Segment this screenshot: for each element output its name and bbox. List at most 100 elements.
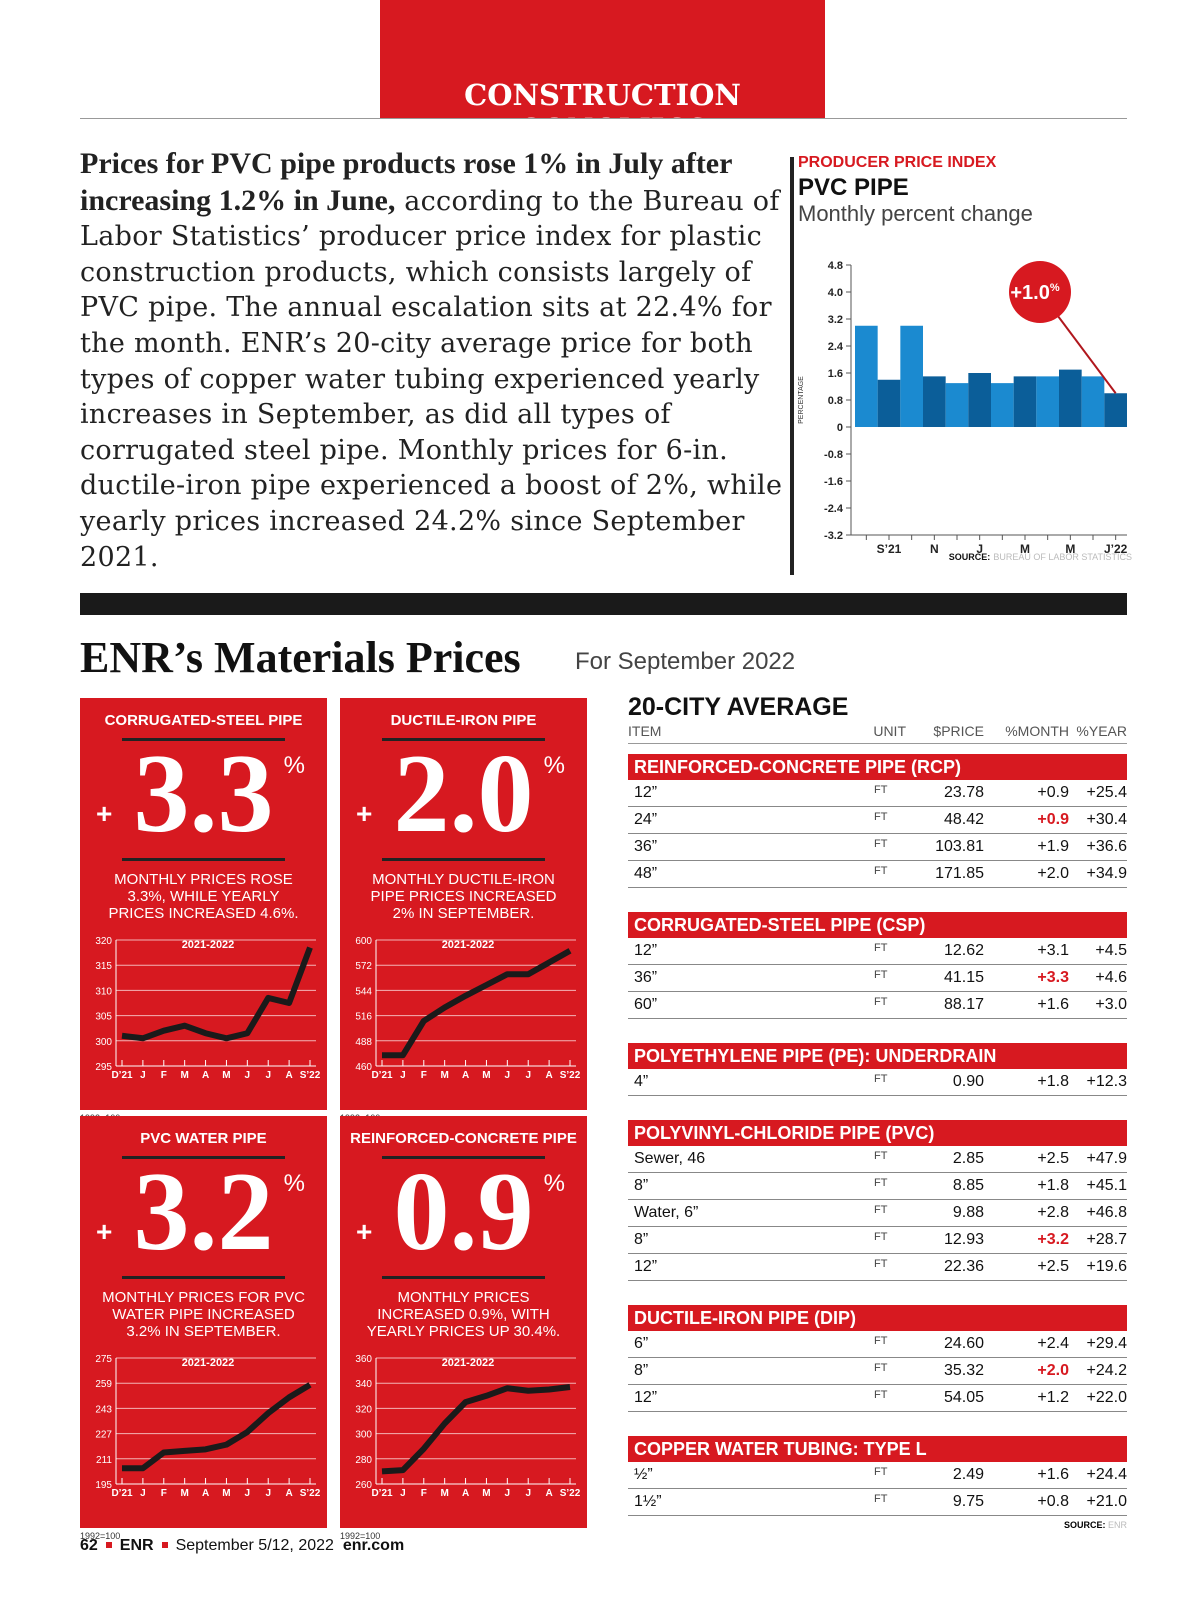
month-change: +1.2 <box>1037 1389 1069 1406</box>
month-change: +0.9 <box>1037 811 1069 828</box>
price: 24.60 <box>943 1335 984 1352</box>
y-tick-label: -1.6 <box>824 476 843 488</box>
unit: FT <box>874 838 888 850</box>
x-tick-label: J <box>525 1070 531 1081</box>
y-tick-label: 320 <box>355 1404 372 1415</box>
change-unit: % <box>283 1170 305 1197</box>
x-tick-label: M <box>1020 542 1030 556</box>
y-tick-label: -0.8 <box>824 449 843 461</box>
item: Water, 6” <box>634 1204 699 1221</box>
year-change: +47.9 <box>1086 1150 1127 1167</box>
y-tick-label: -2.4 <box>824 503 844 515</box>
callout-unit: % <box>1050 282 1060 294</box>
year-change: +21.0 <box>1086 1493 1127 1510</box>
change-sign: + <box>356 798 373 829</box>
x-tick-label: J <box>265 1488 271 1499</box>
intro: Prices for PVC pipe products rose 1% in … <box>80 146 785 575</box>
unit: FT <box>874 1258 888 1270</box>
card-description: MONTHLY PRICES ROSE 3.3%, WHILE YEARLY P… <box>108 871 299 922</box>
x-tick-label: M <box>440 1070 448 1081</box>
item: 12” <box>634 1258 658 1275</box>
month-change: +3.1 <box>1037 942 1069 959</box>
y-tick-label: 3.2 <box>828 314 843 326</box>
bar <box>900 325 923 427</box>
x-tick-label: M <box>482 1070 490 1081</box>
x-tick-label: J’22 <box>1104 542 1128 556</box>
x-tick-label: M <box>180 1488 188 1499</box>
item: 24” <box>634 811 658 828</box>
x-tick-label: A <box>462 1070 469 1081</box>
table-title: 20-CITY AVERAGE <box>628 693 849 721</box>
rule <box>382 1276 545 1279</box>
chart-label: 2021-2022 <box>182 1357 235 1369</box>
chart-subtitle: Monthly percent change <box>798 201 1033 226</box>
x-tick-label: J <box>400 1488 406 1499</box>
x-tick-label: F <box>161 1070 167 1081</box>
unit: FT <box>874 969 888 981</box>
chart-title: PVC PIPE <box>798 174 909 201</box>
month-change: +1.8 <box>1037 1177 1069 1194</box>
materials-title: ENR’s Materials Prices <box>80 633 521 682</box>
table-row: 36” FT 103.81 +1.9 +36.6 <box>628 834 1127 861</box>
x-tick-label: J <box>140 1488 146 1499</box>
unit: FT <box>874 1466 888 1478</box>
y-axis-label: PERCENTAGE <box>798 376 805 424</box>
item: 4” <box>634 1073 649 1090</box>
y-tick-label: 2.4 <box>828 341 844 353</box>
table-row: 24” FT 48.42 +0.9 +30.4 <box>628 807 1127 834</box>
x-tick-label: A <box>202 1488 209 1499</box>
y-tick-label: -3.2 <box>824 530 843 542</box>
bar <box>855 325 878 427</box>
bar <box>1036 376 1059 427</box>
y-tick-label: 320 <box>95 936 112 947</box>
y-tick-label: 310 <box>95 986 112 997</box>
x-tick-label: A <box>545 1488 552 1499</box>
price: 54.05 <box>943 1389 984 1406</box>
callout-value: +1.0 <box>1010 282 1049 304</box>
month-change: +1.6 <box>1037 996 1069 1013</box>
divider <box>80 593 1127 615</box>
year-change: +24.4 <box>1086 1466 1127 1483</box>
section-header: DUCTILE-IRON PIPE (DIP) <box>628 1305 1127 1331</box>
change-unit: % <box>543 752 565 779</box>
year-change: +45.1 <box>1086 1177 1127 1194</box>
x-tick-label: F <box>421 1070 427 1081</box>
kicker: PRODUCER PRICE INDEX <box>798 154 997 171</box>
month-change: +2.0 <box>1037 865 1069 882</box>
item: 12” <box>634 1389 658 1406</box>
month-change: +2.8 <box>1037 1204 1069 1221</box>
unit: FT <box>874 784 888 796</box>
x-tick-label: N <box>930 542 939 556</box>
month-change: +3.2 <box>1037 1231 1069 1248</box>
y-tick-label: 488 <box>355 1037 372 1048</box>
table-source: SOURCE: ENR <box>628 1520 1127 1530</box>
x-tick-label: S’21 <box>877 542 902 556</box>
item: 48” <box>634 865 658 882</box>
index-base: 1992=100 <box>80 1531 121 1541</box>
price-card: DUCTILE-IRON PIPE +2.0% MONTHLY DUCTILE-IR… <box>340 698 587 1110</box>
year-change: +25.4 <box>1086 784 1127 801</box>
materials-subtitle: For September 2022 <box>575 648 796 675</box>
x-tick-label: M <box>1065 542 1075 556</box>
item: 1½” <box>634 1493 662 1510</box>
column-header: UNIT <box>873 723 906 739</box>
y-tick-label: 1.6 <box>828 368 843 380</box>
change-sign: + <box>96 1216 113 1247</box>
x-tick-label: J <box>140 1070 146 1081</box>
price: 2.49 <box>952 1466 984 1483</box>
y-tick-label: 460 <box>355 1062 372 1073</box>
y-tick-label: 4.8 <box>828 260 843 272</box>
bar <box>945 383 969 427</box>
unit: FT <box>874 1493 888 1505</box>
y-tick-label: 600 <box>355 936 372 947</box>
table-row: Water, 6” FT 9.88 +2.8 +46.8 <box>628 1200 1127 1227</box>
table-row: 60” FT 88.17 +1.6 +3.0 <box>628 992 1127 1019</box>
y-tick-label: 4.0 <box>828 287 843 299</box>
y-tick-label: 360 <box>355 1354 372 1365</box>
bar <box>1013 376 1037 427</box>
year-change: +28.7 <box>1086 1231 1127 1248</box>
section-header: POLYETHYLENE PIPE (PE): UNDERDRAIN <box>628 1043 1127 1069</box>
